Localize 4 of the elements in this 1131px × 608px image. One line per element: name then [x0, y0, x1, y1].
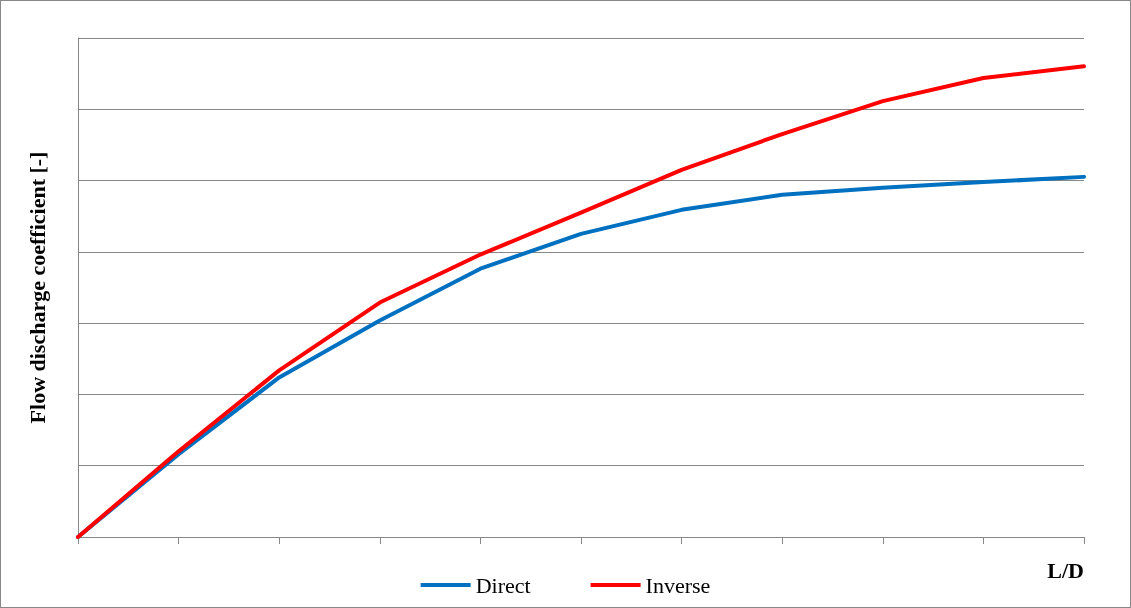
- legend-label: Inverse: [645, 572, 711, 598]
- legend-label: Direct: [475, 572, 531, 598]
- y-axis-title: Flow discharge coefficient [-]: [24, 151, 50, 424]
- x-axis-title: L/D: [1047, 557, 1084, 583]
